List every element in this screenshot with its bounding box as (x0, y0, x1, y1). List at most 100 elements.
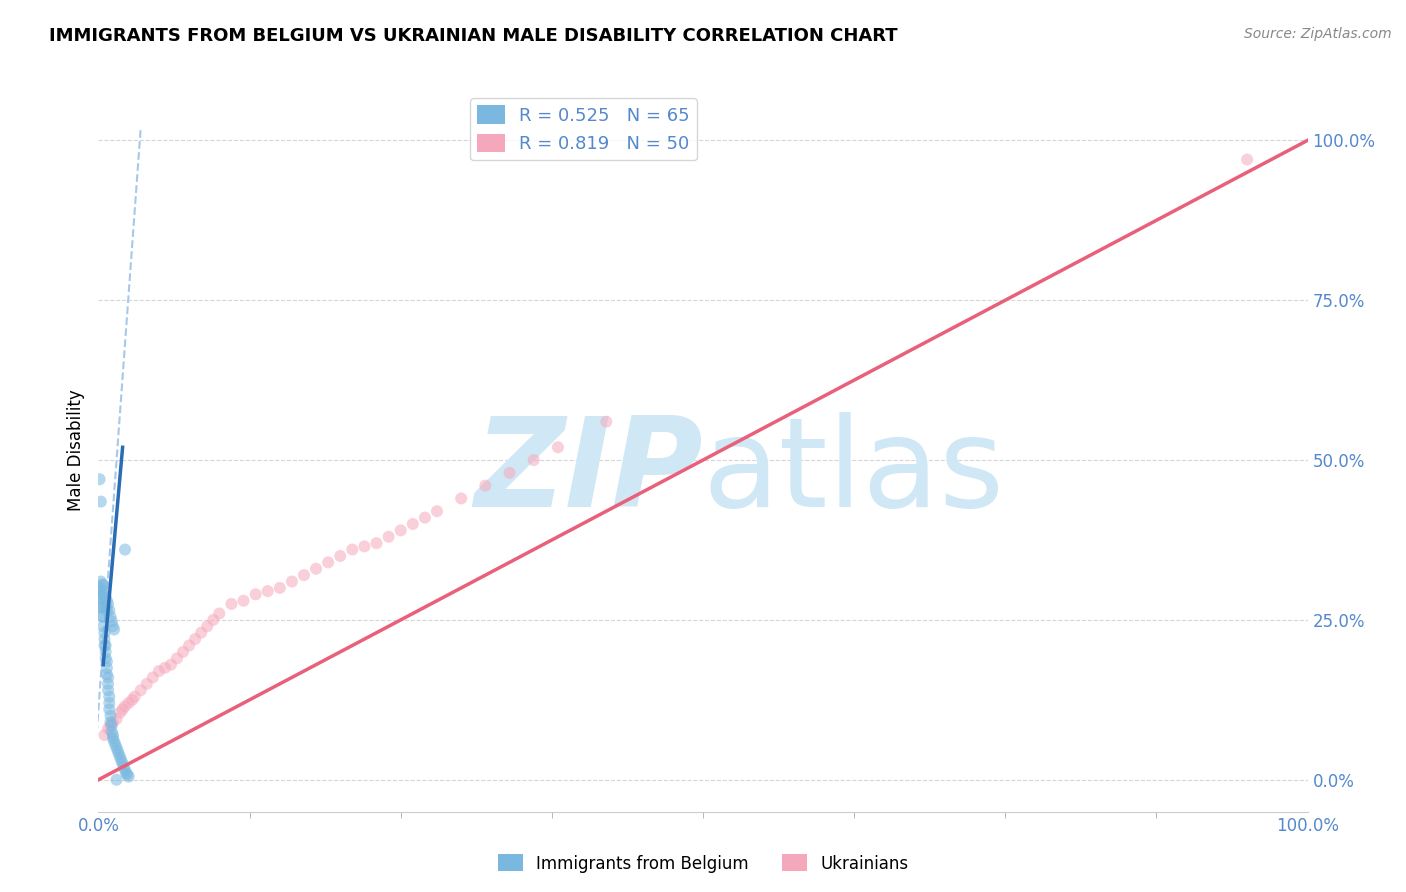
Point (105, 740, 128, 755)
Point (316, 555, 339, 569)
Point (129, 683, 152, 698)
Point (329, 549, 352, 563)
Point (160, 657, 183, 672)
Point (94, 591, 117, 605)
Point (94, 651, 117, 665)
Point (1236, 153, 1258, 167)
Point (90, 494, 112, 508)
Point (97, 670, 120, 684)
Point (413, 510, 436, 524)
Point (353, 540, 375, 554)
Point (90, 600, 112, 615)
Point (148, 664, 170, 678)
Point (105, 712, 128, 726)
Point (110, 754, 132, 768)
Point (202, 613, 225, 627)
Point (96, 655, 118, 669)
Point (93, 593, 115, 607)
Legend: R = 0.525   N = 65, R = 0.819   N = 50: R = 0.525 N = 65, R = 0.819 N = 50 (470, 98, 697, 161)
Point (124, 690, 146, 704)
Point (112, 760, 135, 774)
Point (94, 639, 117, 653)
Point (115, 766, 138, 780)
Point (117, 767, 139, 781)
Point (97, 722, 120, 736)
Point (89, 472, 111, 486)
Point (121, 693, 143, 707)
Point (342, 542, 364, 557)
Point (190, 625, 212, 640)
Point (91, 578, 114, 592)
Point (389, 524, 412, 538)
Point (118, 696, 141, 710)
Point (135, 677, 157, 691)
Point (232, 593, 254, 607)
Point (547, 440, 569, 454)
Point (89, 591, 111, 605)
Point (90, 574, 112, 589)
Point (98, 696, 121, 710)
Point (142, 670, 165, 684)
Point (100, 609, 122, 624)
Point (377, 530, 399, 544)
Point (269, 581, 291, 595)
Point (101, 715, 124, 730)
Point (94, 600, 117, 615)
Text: IMMIGRANTS FROM BELGIUM VS UKRAINIAN MALE DISABILITY CORRELATION CHART: IMMIGRANTS FROM BELGIUM VS UKRAINIAN MAL… (49, 27, 898, 45)
Point (89, 581, 111, 595)
Point (91, 609, 114, 624)
Point (97, 597, 120, 611)
Point (93, 728, 115, 742)
Point (98, 702, 121, 716)
Point (97, 677, 120, 691)
Point (108, 747, 131, 761)
Point (96, 661, 118, 675)
Point (100, 724, 122, 739)
Point (91, 609, 114, 624)
Point (96, 603, 118, 617)
Point (118, 770, 141, 784)
Point (108, 706, 131, 720)
Point (100, 708, 122, 723)
Y-axis label: Male Disability: Male Disability (66, 390, 84, 511)
Point (114, 542, 136, 557)
Point (91, 619, 114, 633)
Point (107, 744, 129, 758)
Point (93, 584, 115, 599)
Point (93, 625, 115, 640)
Point (100, 718, 122, 732)
Point (103, 734, 125, 748)
Point (94, 645, 117, 659)
Point (98, 603, 121, 617)
Point (195, 619, 218, 633)
Point (100, 715, 122, 730)
Point (114, 763, 136, 777)
Point (153, 661, 176, 675)
Point (97, 683, 120, 698)
Point (281, 574, 304, 589)
Legend: Immigrants from Belgium, Ukrainians: Immigrants from Belgium, Ukrainians (491, 847, 915, 880)
Point (90, 584, 112, 599)
Point (96, 667, 118, 681)
Point (100, 718, 122, 732)
Point (523, 453, 546, 467)
Point (474, 478, 496, 492)
Point (91, 578, 114, 592)
Point (101, 731, 124, 746)
Point (96, 593, 118, 607)
Point (101, 619, 124, 633)
Point (172, 645, 194, 659)
Point (90, 591, 112, 605)
Text: ZIP: ZIP (474, 411, 703, 533)
Point (184, 632, 207, 646)
Point (426, 504, 449, 518)
Point (114, 699, 136, 714)
Point (208, 607, 231, 621)
Point (292, 568, 315, 582)
Point (450, 491, 472, 506)
Point (179, 639, 201, 653)
Point (98, 690, 121, 704)
Point (256, 584, 278, 599)
Point (111, 702, 134, 716)
Point (221, 597, 243, 611)
